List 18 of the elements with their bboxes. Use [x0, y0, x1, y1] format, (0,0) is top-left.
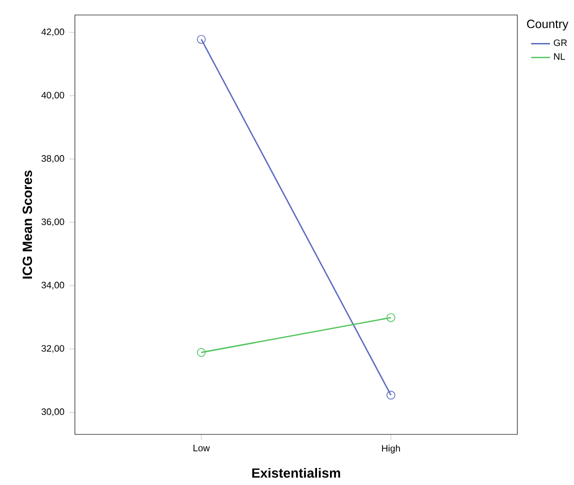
point	[386, 390, 396, 400]
y-axis-title: ICG Mean Scores	[22, 170, 32, 278]
y-tick-label: 30,00	[42, 408, 64, 416]
y-tick-label: 34,00	[42, 282, 64, 290]
x-tick-label: Low	[194, 444, 210, 452]
y-tick-label: 42,00	[41, 28, 64, 36]
y-tick-label: 36,00	[42, 218, 64, 226]
x-axis-title: Existentialism	[252, 468, 340, 478]
point	[196, 348, 206, 357]
y-tick-label: 38,00	[42, 155, 64, 163]
point	[196, 34, 206, 44]
y-tick-label: 40,00	[41, 92, 64, 100]
x-tick-label: High	[382, 444, 400, 454]
y-tick-label: 32,00	[42, 344, 64, 353]
legend-label: NL	[554, 53, 565, 60]
legend-title: Country	[527, 20, 568, 30]
legend-label: GR	[554, 39, 567, 46]
point	[386, 313, 396, 322]
